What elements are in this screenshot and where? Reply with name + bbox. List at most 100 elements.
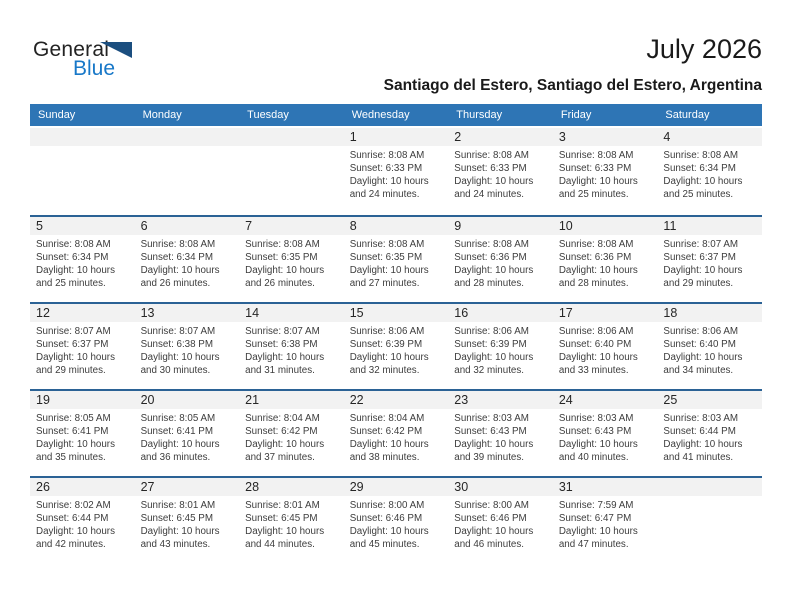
calendar-table: Sunday Monday Tuesday Wednesday Thursday Frid… bbox=[30, 104, 762, 563]
day-cell-21: 21 Sunrise: 8:04 AM Sunset: 6:42 PM Dayligh… bbox=[239, 391, 344, 476]
day-cell-27: 27 Sunrise: 8:01 AM Sunset: 6:45 PM Dayligh… bbox=[134, 478, 240, 563]
day-cell-19: 19 Sunrise: 8:05 AM Sunset: 6:41 PM Dayligh… bbox=[30, 391, 135, 476]
daylight-text-line1: Daylight: 10 hours bbox=[454, 176, 534, 187]
sunset-text: Sunset: 6:38 PM bbox=[140, 339, 213, 350]
day-cell-13: 13 Sunrise: 8:07 AM Sunset: 6:38 PM Dayligh… bbox=[134, 304, 240, 389]
daylight-text-line1: Daylight: 10 hours bbox=[36, 439, 115, 450]
sunrise-text: Sunrise: 8:08 AM bbox=[36, 239, 111, 250]
day-cell-9: 9 Sunrise: 8:08 AM Sunset: 6:36 PM Daylight… bbox=[448, 217, 553, 302]
day-number: 25 bbox=[657, 391, 762, 409]
empty-day-band bbox=[239, 128, 344, 146]
weekday-header-wednesday: Wednesday bbox=[351, 109, 410, 121]
day-cell-17: 17 Sunrise: 8:06 AM Sunset: 6:40 PM Dayligh… bbox=[552, 304, 658, 389]
sunset-text: Sunset: 6:42 PM bbox=[245, 426, 318, 437]
sunrise-text: Sunrise: 8:08 AM bbox=[245, 239, 320, 250]
day-number: 28 bbox=[239, 478, 344, 496]
daylight-text-line1: Daylight: 10 hours bbox=[36, 526, 115, 537]
week-row-3: 12 Sunrise: 8:07 AM Sunset: 6:37 PM Dayligh… bbox=[30, 302, 762, 389]
logo-text-general: General bbox=[33, 38, 110, 61]
daylight-text-line2: and 43 minutes. bbox=[140, 539, 211, 550]
empty-day-band bbox=[30, 128, 135, 146]
sunrise-text: Sunrise: 8:08 AM bbox=[349, 150, 425, 161]
sunset-text: Sunset: 6:37 PM bbox=[663, 252, 736, 263]
daylight-text-line2: and 36 minutes. bbox=[140, 452, 211, 463]
sunset-text: Sunset: 6:38 PM bbox=[245, 339, 318, 350]
day-cell-23: 23 Sunrise: 8:03 AM Sunset: 6:43 PM Dayligh… bbox=[448, 391, 553, 476]
sunset-text: Sunset: 6:36 PM bbox=[558, 252, 632, 263]
daylight-text-line2: and 31 minutes. bbox=[245, 365, 315, 376]
daylight-text-line2: and 38 minutes. bbox=[349, 452, 420, 463]
daylight-text-line2: and 24 minutes. bbox=[454, 189, 524, 200]
weeks-container: 1 Sunrise: 8:08 AM Sunset: 6:33 PM Daylight… bbox=[30, 128, 762, 563]
weekday-header-tuesday: Tuesday bbox=[247, 109, 289, 121]
day-cell-10: 10 Sunrise: 8:08 AM Sunset: 6:36 PM Dayligh… bbox=[552, 217, 658, 302]
sunrise-text: Sunrise: 8:08 AM bbox=[558, 150, 634, 161]
day-number: 17 bbox=[552, 304, 658, 322]
empty-day-cell bbox=[134, 128, 240, 215]
daylight-text-line1: Daylight: 10 hours bbox=[663, 439, 743, 450]
day-number: 9 bbox=[448, 217, 553, 235]
daylight-text-line1: Daylight: 10 hours bbox=[36, 352, 115, 363]
day-number: 14 bbox=[239, 304, 344, 322]
weekday-header-row: Sunday Monday Tuesday Wednesday Thursday Frid… bbox=[30, 104, 762, 126]
sunrise-text: Sunrise: 8:01 AM bbox=[245, 500, 320, 511]
day-cell-31: 31 Sunrise: 7:59 AM Sunset: 6:47 PM Dayligh… bbox=[552, 478, 658, 563]
sunset-text: Sunset: 6:40 PM bbox=[558, 339, 632, 350]
day-number: 6 bbox=[134, 217, 240, 235]
sunrise-text: Sunrise: 8:05 AM bbox=[140, 413, 216, 424]
sunset-text: Sunset: 6:39 PM bbox=[454, 339, 527, 350]
daylight-text-line2: and 33 minutes. bbox=[558, 365, 629, 376]
day-cell-29: 29 Sunrise: 8:00 AM Sunset: 6:46 PM Dayligh… bbox=[343, 478, 449, 563]
daylight-text-line2: and 26 minutes. bbox=[245, 278, 315, 289]
sunset-text: Sunset: 6:44 PM bbox=[663, 426, 736, 437]
daylight-text-line2: and 25 minutes. bbox=[558, 189, 629, 200]
daylight-text-line2: and 35 minutes. bbox=[36, 452, 106, 463]
sunrise-text: Sunrise: 8:05 AM bbox=[36, 413, 111, 424]
daylight-text-line1: Daylight: 10 hours bbox=[663, 176, 743, 187]
day-number: 16 bbox=[448, 304, 553, 322]
sunset-text: Sunset: 6:44 PM bbox=[36, 513, 109, 524]
daylight-text-line1: Daylight: 10 hours bbox=[663, 352, 743, 363]
sunset-text: Sunset: 6:46 PM bbox=[454, 513, 527, 524]
sunset-text: Sunset: 6:41 PM bbox=[36, 426, 109, 437]
sunset-text: Sunset: 6:33 PM bbox=[558, 163, 632, 174]
day-number: 27 bbox=[134, 478, 240, 496]
sunrise-text: Sunrise: 8:01 AM bbox=[140, 500, 216, 511]
weekday-header-friday: Friday bbox=[560, 109, 592, 121]
day-number: 31 bbox=[552, 478, 658, 496]
daylight-text-line1: Daylight: 10 hours bbox=[245, 352, 325, 363]
day-number: 12 bbox=[30, 304, 135, 322]
logo-text-blue: Blue bbox=[73, 57, 116, 80]
daylight-text-line2: and 32 minutes. bbox=[349, 365, 420, 376]
sunrise-text: Sunrise: 8:07 AM bbox=[245, 326, 320, 337]
day-cell-8: 8 Sunrise: 8:08 AM Sunset: 6:35 PM Daylight… bbox=[343, 217, 449, 302]
daylight-text-line2: and 30 minutes. bbox=[140, 365, 211, 376]
day-number: 10 bbox=[552, 217, 658, 235]
day-cell-22: 22 Sunrise: 8:04 AM Sunset: 6:42 PM Dayligh… bbox=[343, 391, 449, 476]
daylight-text-line2: and 42 minutes. bbox=[36, 539, 106, 550]
sunset-text: Sunset: 6:42 PM bbox=[349, 426, 423, 437]
day-number: 2 bbox=[448, 128, 553, 146]
sunset-text: Sunset: 6:36 PM bbox=[454, 252, 527, 263]
sunset-text: Sunset: 6:34 PM bbox=[36, 252, 109, 263]
daylight-text-line1: Daylight: 10 hours bbox=[349, 439, 429, 450]
sunset-text: Sunset: 6:37 PM bbox=[36, 339, 109, 350]
daylight-text-line1: Daylight: 10 hours bbox=[558, 176, 638, 187]
daylight-text-line1: Daylight: 10 hours bbox=[558, 526, 638, 537]
sunrise-text: Sunrise: 8:08 AM bbox=[349, 239, 425, 250]
daylight-text-line1: Daylight: 10 hours bbox=[454, 526, 534, 537]
daylight-text-line1: Daylight: 10 hours bbox=[558, 265, 638, 276]
week-row-4: 19 Sunrise: 8:05 AM Sunset: 6:41 PM Dayligh… bbox=[30, 389, 762, 476]
sunset-text: Sunset: 6:46 PM bbox=[349, 513, 423, 524]
sunset-text: Sunset: 6:34 PM bbox=[140, 252, 213, 263]
general-blue-logo: General Blue bbox=[33, 38, 163, 86]
day-cell-20: 20 Sunrise: 8:05 AM Sunset: 6:41 PM Dayligh… bbox=[134, 391, 240, 476]
day-cell-1: 1 Sunrise: 8:08 AM Sunset: 6:33 PM Daylight… bbox=[343, 128, 449, 215]
sunrise-text: Sunrise: 8:07 AM bbox=[36, 326, 111, 337]
daylight-text-line2: and 39 minutes. bbox=[454, 452, 524, 463]
day-number: 11 bbox=[657, 217, 762, 235]
empty-day-band bbox=[657, 478, 762, 496]
sunrise-text: Sunrise: 8:04 AM bbox=[245, 413, 320, 424]
sunrise-text: Sunrise: 8:04 AM bbox=[349, 413, 425, 424]
